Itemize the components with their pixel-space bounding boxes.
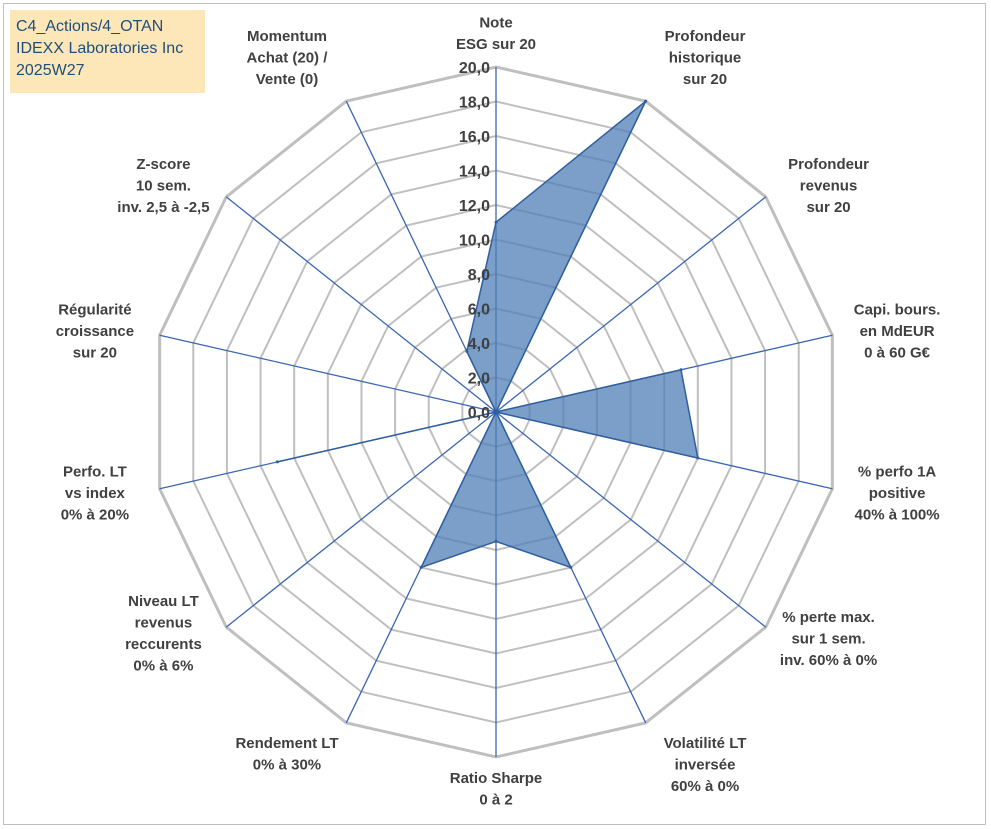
axis-label-12-line-0: Z-score (136, 156, 190, 173)
axis-label-2-line-1: revenus (800, 178, 858, 195)
data-point-10 (275, 460, 279, 464)
axis-label-9: Niveau LT revenus reccurents 0% à 6% (125, 593, 202, 675)
axis-label-13: Momentum Achat (20) / Vente (0) (247, 28, 329, 88)
axis-label-6-line-1: inversée (675, 756, 736, 773)
axis-label-13-line-2: Vente (0) (256, 71, 319, 88)
axis-label-5-line-1: sur 1 sem. (791, 630, 865, 647)
axis-label-4: % perfo 1A positive 40% à 100% (855, 463, 940, 523)
axis-label-3-line-1: en MdEUR (860, 323, 935, 340)
axis-label-9-line-0: Niveau LT (128, 593, 199, 610)
info-box: C4_Actions/4_OTAN IDEXX Laboratories Inc… (10, 10, 205, 93)
axis-label-10-line-0: Perfo. LT (63, 463, 127, 480)
axis-label-3: Capi. bours. en MdEUR 0 à 60 G€ (854, 302, 941, 362)
axis-label-8-line-1: 0% à 30% (253, 756, 321, 773)
axis-label-4-line-0: % perfo 1A (858, 463, 937, 480)
axis-label-7: Ratio Sharpe 0 à 2 (450, 770, 543, 809)
axis-label-6: Volatilité LT inversée 60% à 0% (664, 735, 747, 795)
tick-label-10: 20,0 (459, 60, 490, 77)
axis-label-10-line-1: vs index (65, 485, 126, 502)
info-line-portfolio: C4_Actions/4_OTAN (16, 18, 164, 35)
tick-label-9: 18,0 (459, 95, 490, 112)
data-point-3 (679, 368, 683, 372)
axis-label-0-line-1: ESG sur 20 (456, 36, 536, 53)
axis-label-7-line-1: 0 à 2 (479, 792, 512, 809)
axis-label-1-line-1: historique (669, 50, 742, 67)
axis-label-11-line-1: croissance (56, 323, 134, 340)
axis-label-7-line-0: Ratio Sharpe (450, 770, 543, 787)
data-point-4 (696, 456, 700, 460)
tick-label-5: 10,0 (459, 233, 490, 250)
spoke-11 (159, 334, 497, 413)
spoke-2 (495, 196, 767, 413)
series-area-0 (277, 100, 699, 569)
tick-label-1: 2,0 (468, 371, 490, 388)
axis-label-13-line-1: Achat (20) / (247, 50, 329, 67)
data-point-0 (494, 220, 498, 224)
axis-label-9-line-2: reccurents (125, 636, 202, 653)
series-layer (275, 99, 700, 569)
tick-label-4: 8,0 (468, 267, 490, 284)
axis-label-2-line-2: sur 20 (806, 199, 850, 216)
axis-label-4-line-1: positive (869, 485, 926, 502)
axis-label-9-line-1: revenus (135, 615, 193, 632)
axis-label-1-line-2: sur 20 (683, 71, 727, 88)
axis-label-3-line-2: 0 à 60 G€ (864, 345, 931, 362)
tick-label-7: 14,0 (459, 164, 490, 181)
data-point-7 (494, 539, 498, 543)
axis-label-11-line-0: Régularité (58, 302, 131, 319)
axis-label-2: Profondeur revenus sur 20 (788, 156, 869, 216)
axis-label-5: % perte max. sur 1 sem. inv. 60% à 0% (780, 609, 877, 669)
axis-label-0-line-0: Note (479, 15, 512, 32)
axis-label-0: Note ESG sur 20 (456, 15, 536, 54)
info-line-company: IDEXX Laboratories Inc (16, 40, 184, 57)
axis-label-13-line-0: Momentum (247, 28, 327, 45)
data-point-6 (569, 565, 573, 569)
axis-label-1-line-0: Profondeur (665, 28, 746, 45)
axis-label-8: Rendement LT 0% à 30% (235, 735, 338, 774)
data-point-13 (465, 349, 469, 353)
axis-label-1: Profondeur historique sur 20 (665, 28, 746, 88)
tick-label-3: 6,0 (468, 302, 490, 319)
axis-label-12-line-1: 10 sem. (136, 178, 191, 195)
data-point-1 (644, 99, 648, 103)
data-point-12 (494, 410, 498, 414)
axis-label-11-line-2: sur 20 (73, 345, 117, 362)
label-layer: Note ESG sur 20 Profondeur historique sur 20… (56, 15, 941, 809)
spoke-9 (225, 411, 497, 628)
tick-layer: 0,0 2,0 4,0 6,0 8,0 10,0 12,0 14,0 16,0 18,0 20,0 (459, 60, 490, 422)
chart-frame (3, 3, 986, 825)
axis-label-12: Z-score 10 sem. inv. 2,5 à -2,5 (117, 156, 209, 216)
spoke-5 (495, 411, 767, 628)
axis-label-5-line-0: % perte max. (782, 609, 875, 626)
axis-label-9-line-3: 0% à 6% (133, 658, 193, 675)
tick-label-6: 12,0 (459, 198, 490, 215)
info-line-week: 2025W27 (16, 62, 85, 79)
axis-label-12-line-2: inv. 2,5 à -2,5 (117, 199, 209, 216)
tick-label-2: 4,0 (468, 336, 490, 353)
axis-label-4-line-2: 40% à 100% (855, 506, 940, 523)
axis-label-5-line-2: inv. 60% à 0% (780, 652, 877, 669)
axis-label-6-line-2: 60% à 0% (671, 778, 739, 795)
axis-label-3-line-0: Capi. bours. (854, 302, 941, 319)
tick-label-0: 0,0 (468, 405, 490, 422)
axis-label-11: Régularité croissance sur 20 (56, 302, 134, 362)
axis-label-10: Perfo. LT vs index 0% à 20% (61, 463, 129, 523)
tick-label-8: 16,0 (459, 129, 490, 146)
axis-label-10-line-2: 0% à 20% (61, 506, 129, 523)
data-point-8 (419, 565, 423, 569)
spoke-12 (225, 196, 497, 413)
axis-label-8-line-0: Rendement LT (235, 735, 338, 752)
axis-label-2-line-0: Profondeur (788, 156, 869, 173)
axis-label-6-line-0: Volatilité LT (664, 735, 747, 752)
